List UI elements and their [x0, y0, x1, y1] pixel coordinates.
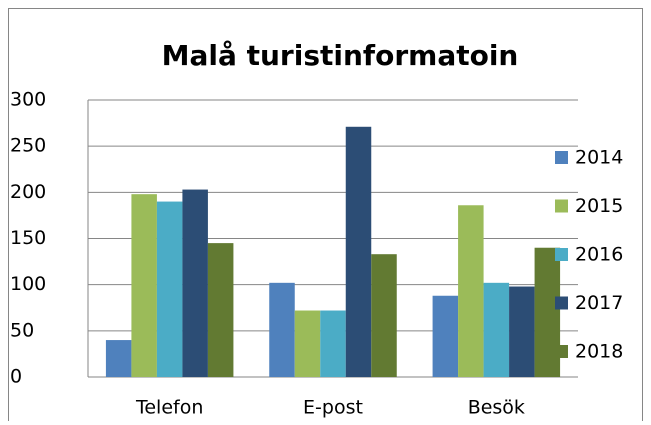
bar	[182, 189, 208, 377]
y-tick-label: 0	[10, 366, 22, 388]
bar	[483, 282, 510, 377]
bar	[156, 201, 183, 377]
legend-label: 2016	[575, 244, 623, 266]
legend-swatch	[555, 345, 568, 358]
y-tick-label: 150	[10, 227, 46, 249]
bar	[207, 243, 234, 377]
legend-swatch	[555, 199, 568, 213]
y-tick-label: 250	[10, 135, 46, 157]
legend-label: 2018	[575, 341, 623, 363]
legend-label: 2015	[575, 195, 623, 217]
bar	[458, 205, 484, 377]
x-tick-label: Besök	[468, 397, 525, 419]
legend-swatch	[555, 296, 568, 310]
bar	[345, 126, 372, 377]
bar	[509, 286, 535, 377]
legend-label: 2014	[575, 147, 623, 169]
bar	[432, 295, 459, 377]
y-tick-label: 50	[10, 319, 34, 341]
bar	[131, 194, 157, 377]
x-tick-label: E-post	[303, 397, 363, 419]
bar	[320, 310, 346, 377]
legend-swatch	[555, 248, 568, 261]
x-tick-label: Telefon	[135, 397, 203, 419]
legend-label: 2017	[575, 292, 623, 314]
legend-swatch	[555, 151, 568, 164]
y-tick-label: 200	[10, 181, 46, 203]
bar	[269, 282, 295, 377]
bar	[294, 310, 321, 377]
bar	[371, 254, 397, 377]
y-tick-label: 100	[10, 273, 46, 295]
chart-title: Malå turistinformatoin	[162, 39, 519, 72]
y-tick-label: 300	[10, 89, 46, 111]
bar	[105, 340, 132, 377]
